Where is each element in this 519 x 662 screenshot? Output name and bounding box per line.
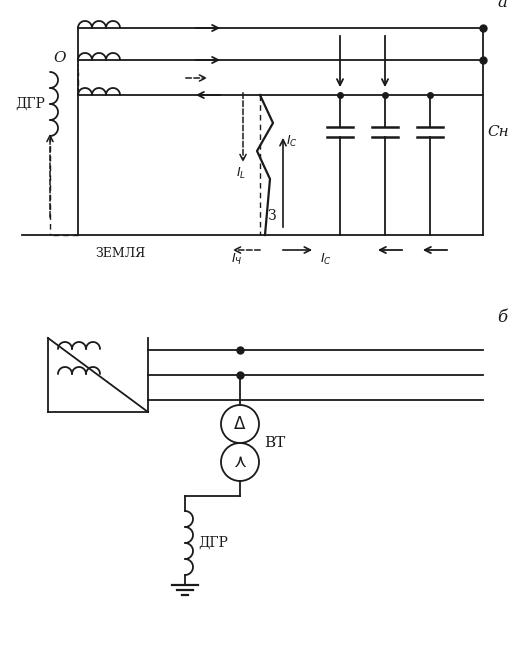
- Text: $I_C$: $I_C$: [286, 134, 298, 149]
- Text: $I_Ч$: $I_Ч$: [231, 252, 243, 267]
- Text: б: б: [497, 309, 507, 326]
- Text: $I_L$: $I_L$: [236, 166, 246, 181]
- Text: О: О: [54, 51, 66, 65]
- Text: Сн: Сн: [487, 125, 509, 139]
- Text: $I_C$: $I_C$: [320, 252, 332, 267]
- Text: З: З: [267, 209, 276, 223]
- Text: ЗЕМЛЯ: ЗЕМЛЯ: [95, 247, 145, 260]
- Text: ВТ: ВТ: [264, 436, 285, 450]
- Text: а: а: [497, 0, 507, 11]
- Text: ДГР: ДГР: [198, 536, 228, 550]
- Text: $\Delta$: $\Delta$: [234, 415, 247, 433]
- Text: $\curlywedge$: $\curlywedge$: [233, 453, 247, 471]
- Text: ДГР: ДГР: [15, 97, 45, 111]
